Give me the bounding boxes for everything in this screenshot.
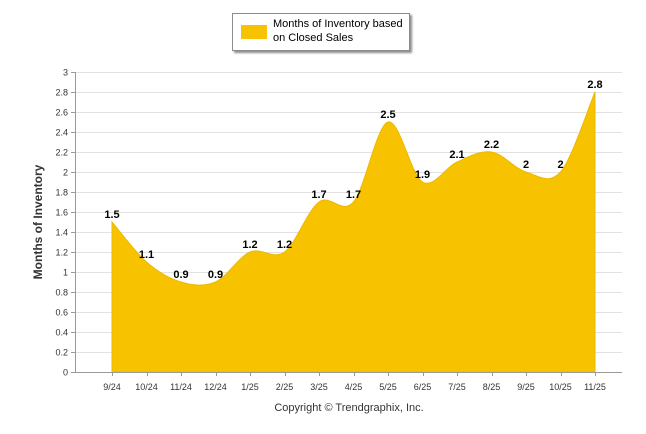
y-tick-label: 2.6 xyxy=(55,108,68,118)
data-label: 0.9 xyxy=(208,269,223,281)
x-tick-label: 1/25 xyxy=(241,382,259,392)
legend-label: Months of Inventory based on Closed Sale… xyxy=(273,17,409,45)
axes xyxy=(71,72,622,376)
data-label: 2.2 xyxy=(484,139,499,151)
data-label: 1.2 xyxy=(242,239,257,251)
legend-label-line-1: Months of Inventory based xyxy=(273,18,403,30)
y-tick-label: 3 xyxy=(63,68,68,78)
y-tick-label: 2.2 xyxy=(55,148,68,158)
y-axis-title: Months of Inventory xyxy=(31,164,45,279)
x-tick-label: 4/25 xyxy=(345,382,363,392)
data-label: 1.9 xyxy=(415,169,430,181)
y-tick-label: 0.4 xyxy=(55,328,68,338)
data-label: 2.5 xyxy=(380,109,395,121)
data-label: 0.9 xyxy=(173,269,188,281)
x-tick-label: 10/25 xyxy=(549,382,572,392)
copyright-text: Copyright © Trendgraphix, Inc. xyxy=(274,402,424,414)
legend-label-line-2: on Closed Sales xyxy=(273,32,354,44)
y-tick-label: 1.6 xyxy=(55,208,68,218)
data-labels: 1.5 1.1 0.9 0.9 1.2 1.2 1.7 1.7 2.5 1.9 2.1 2.2 2 2 2.… xyxy=(104,79,602,281)
y-tick-label: 2.4 xyxy=(55,128,68,138)
x-tick-label: 8/25 xyxy=(483,382,501,392)
data-label: 1.2 xyxy=(277,239,292,251)
y-tick-label: 1.8 xyxy=(55,188,68,198)
data-label: 1.1 xyxy=(139,249,154,261)
data-label: 1.7 xyxy=(346,189,361,201)
x-tick-label: 11/24 xyxy=(170,382,192,392)
y-tick-label: 1.2 xyxy=(55,248,68,258)
y-tick-label: 2 xyxy=(63,168,68,178)
data-label: 1.7 xyxy=(311,189,326,201)
data-label: 2 xyxy=(523,159,529,171)
x-tick-label: 11/25 xyxy=(584,382,606,392)
x-tick-label: 6/25 xyxy=(414,382,432,392)
legend-swatch xyxy=(241,25,267,39)
y-tick-label: 2.8 xyxy=(55,88,68,98)
y-tick-label: 0.6 xyxy=(55,308,68,318)
x-tick-label: 12/24 xyxy=(204,382,227,392)
x-tick-label: 10/24 xyxy=(135,382,158,392)
y-tick-labels: 0 0.2 0.4 0.6 0.8 1 1.2 1.4 1.6 1.8 2 2.2 2.4 2.6 2.8 3 xyxy=(55,68,68,378)
x-tick-label: 3/25 xyxy=(310,382,328,392)
legend: Months of Inventory based on Closed Sale… xyxy=(232,13,410,51)
x-tick-label: 9/24 xyxy=(103,382,121,392)
y-tick-label: 1 xyxy=(63,268,68,278)
y-tick-label: 1.4 xyxy=(55,228,68,238)
x-tick-label: 2/25 xyxy=(276,382,294,392)
data-label: 2.1 xyxy=(449,149,464,161)
y-tick-label: 0.8 xyxy=(55,288,68,298)
y-tick-label: 0.2 xyxy=(55,348,68,358)
data-label: 1.5 xyxy=(104,209,119,221)
x-tick-label: 9/25 xyxy=(517,382,535,392)
x-tick-label: 7/25 xyxy=(448,382,466,392)
data-label: 2 xyxy=(557,159,563,171)
area-series-fill xyxy=(111,91,596,373)
x-tick-labels: 9/24 10/24 11/24 12/24 1/25 2/25 3/25 4/25 5/25 6… xyxy=(103,382,606,392)
data-label: 2.8 xyxy=(587,79,602,91)
x-tick-label: 5/25 xyxy=(379,382,397,392)
y-tick-label: 0 xyxy=(63,368,68,378)
